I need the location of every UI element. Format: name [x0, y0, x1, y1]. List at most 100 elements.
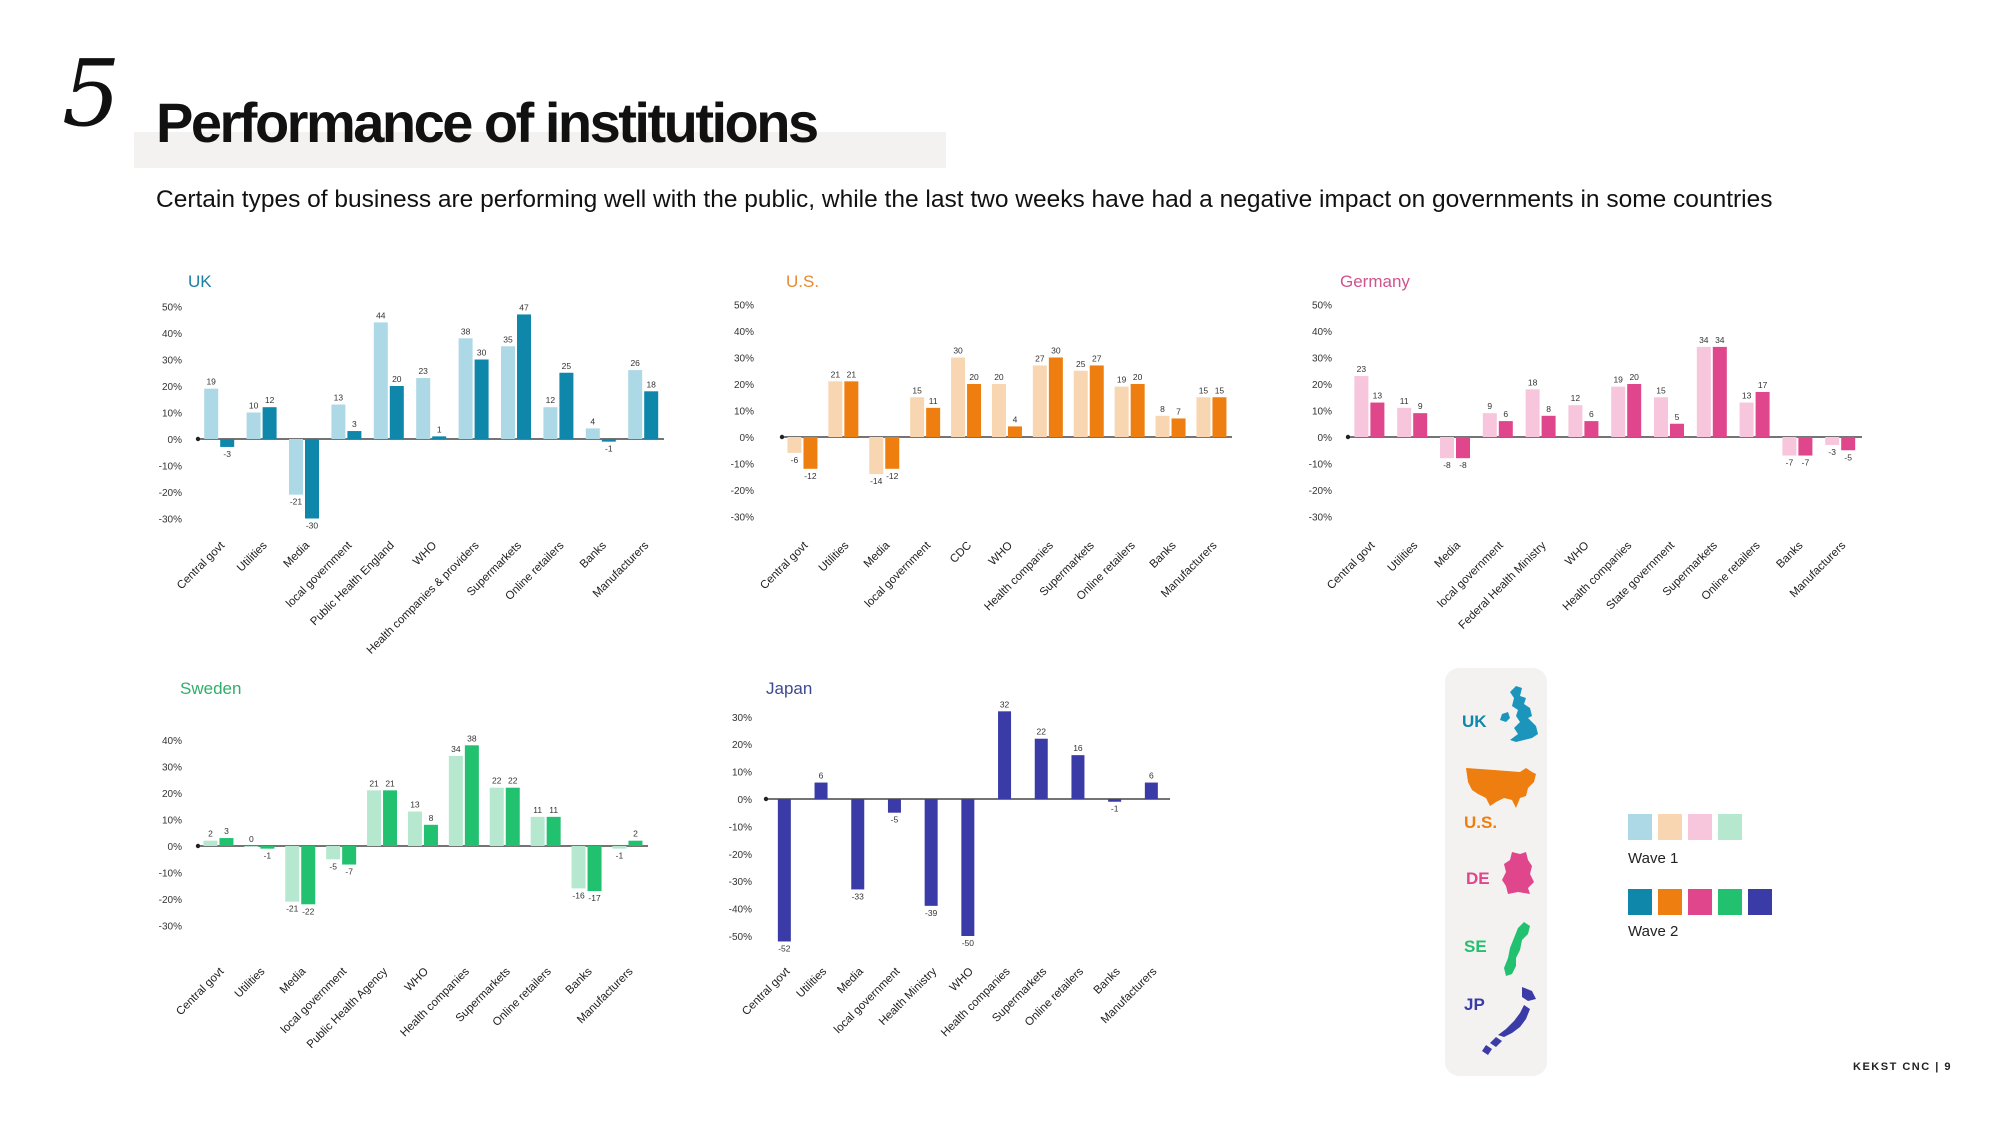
y-tick-label: 40%	[734, 327, 754, 338]
category-label: WHO	[411, 540, 439, 568]
bar-wave2-5	[1007, 426, 1022, 437]
category-label: Utilities	[233, 965, 268, 1000]
bar-wave1-0	[1354, 376, 1369, 437]
data-label: 19	[1117, 375, 1127, 385]
category-label: Banks	[1092, 965, 1123, 996]
data-label: 13	[334, 393, 344, 403]
y-tick-label: 20%	[162, 382, 182, 393]
data-label: 23	[1357, 364, 1367, 374]
bar-wave1-4	[373, 322, 388, 439]
bar-wave2-9	[601, 439, 616, 442]
data-label: 21	[369, 778, 379, 788]
bar-wave1-6	[1032, 365, 1047, 437]
bar-wave2-8	[1130, 384, 1145, 437]
data-label: 32	[1000, 699, 1010, 709]
data-label: 20	[994, 372, 1004, 382]
bar-wave1-11	[1825, 437, 1840, 445]
y-tick-label: 10%	[162, 409, 182, 420]
bar-wave2-3	[1498, 421, 1513, 437]
chart-title: UK	[188, 272, 212, 291]
y-tick-label: -40%	[729, 905, 752, 916]
bar-wave1-1	[1397, 407, 1412, 437]
data-label: 11	[1400, 396, 1409, 406]
bar-wave1-8	[543, 407, 558, 439]
bar-wave1-2	[289, 439, 303, 495]
legend-label-de: DE	[1466, 869, 1490, 888]
y-tick-label: 10%	[734, 407, 754, 418]
bar-wave2-9	[1171, 418, 1186, 437]
data-label: 13	[410, 800, 420, 810]
data-label: 4	[590, 416, 595, 426]
chart-us: U.S. 50% 40% 30% 20% 10% 0% -10% -20% -30% -6 -12 Ce…	[731, 272, 1232, 613]
bar-wave1-8	[1114, 386, 1129, 437]
data-label: -1	[264, 851, 272, 861]
wave1-label: Wave 1	[1628, 850, 1679, 867]
y-tick-label: -30%	[729, 877, 752, 888]
data-label: -16	[572, 890, 585, 900]
chart-sweden: Sweden 40% 30% 20% 10% 0% -10% -20% -30% 2 3 Centra…	[159, 679, 648, 1051]
section-number: 5	[62, 40, 121, 147]
bar-wave2-2	[885, 437, 900, 469]
data-label: 13	[1742, 391, 1752, 401]
category-label: Central govt	[758, 539, 811, 592]
y-tick-label: 20%	[734, 380, 754, 391]
bar-wave2-1	[814, 782, 828, 799]
y-tick-label: -10%	[159, 462, 182, 473]
bar-wave2-5	[961, 799, 975, 936]
data-label: 21	[385, 778, 395, 788]
bar-wave1-4	[951, 357, 966, 437]
category-label: Central govt	[174, 965, 227, 1018]
bar-wave2-4	[389, 386, 404, 439]
data-label: -7	[345, 867, 353, 877]
data-label: 12	[546, 395, 556, 405]
bar-wave1-2	[1440, 437, 1454, 459]
wave1-swatch-us	[1658, 814, 1682, 840]
bar-wave2-9	[1108, 799, 1122, 802]
bar-wave1-9	[1739, 402, 1754, 437]
bar-wave1-5	[416, 378, 431, 439]
data-label: 11	[549, 805, 558, 815]
page-title: Performance of institutions	[156, 91, 819, 154]
wave2-swatch-us	[1658, 889, 1682, 915]
data-label: 30	[477, 348, 487, 358]
data-label: 22	[1037, 727, 1047, 737]
bar-wave2-10	[1798, 437, 1813, 456]
axis-origin-dot	[195, 843, 201, 849]
bar-wave2-0	[220, 439, 235, 447]
axis-origin-dot	[1345, 434, 1351, 440]
data-label: 2	[208, 829, 213, 839]
bar-wave1-10	[1782, 437, 1797, 456]
bar-wave2-1	[262, 407, 277, 439]
bar-wave2-4	[1541, 415, 1556, 437]
data-label: 25	[562, 361, 572, 371]
bar-wave2-9	[1755, 391, 1770, 437]
data-label: 38	[461, 326, 471, 336]
bar-wave2-0	[1370, 402, 1385, 437]
data-label: 20	[1629, 372, 1639, 382]
category-label: Utilities	[235, 539, 270, 574]
data-label: 38	[467, 733, 477, 743]
bar-wave2-8	[546, 816, 561, 846]
bar-wave2-6	[464, 745, 479, 846]
data-label: 15	[1656, 385, 1666, 395]
chart-title: U.S.	[786, 272, 819, 291]
bar-wave2-3	[926, 407, 941, 437]
bar-wave2-4	[967, 384, 982, 437]
bar-wave2-9	[587, 846, 602, 892]
bar-wave1-0	[204, 388, 219, 439]
chart-uk: UK 50% 40% 30% 20% 10% 0% -10% -20% -30% 19 -3 Centr…	[159, 272, 664, 657]
data-label: 0	[249, 834, 254, 844]
data-label: 10	[249, 401, 259, 411]
data-label: 34	[1699, 335, 1709, 345]
category-label: Central govt	[1325, 539, 1378, 592]
bar-wave2-7	[1034, 738, 1048, 799]
bar-wave2-1	[1413, 413, 1428, 437]
category-label: WHO	[1563, 540, 1591, 568]
category-label: Utilities	[1386, 539, 1421, 574]
data-label: 21	[831, 369, 841, 379]
bar-wave1-5	[1568, 405, 1583, 437]
chart-germany: Germany 50% 40% 30% 20% 10% 0% -10% -20% -30% 23 13…	[1309, 272, 1862, 632]
data-label: 27	[1035, 353, 1045, 363]
us-map-icon	[1466, 768, 1536, 808]
bar-wave2-6	[1627, 384, 1642, 437]
